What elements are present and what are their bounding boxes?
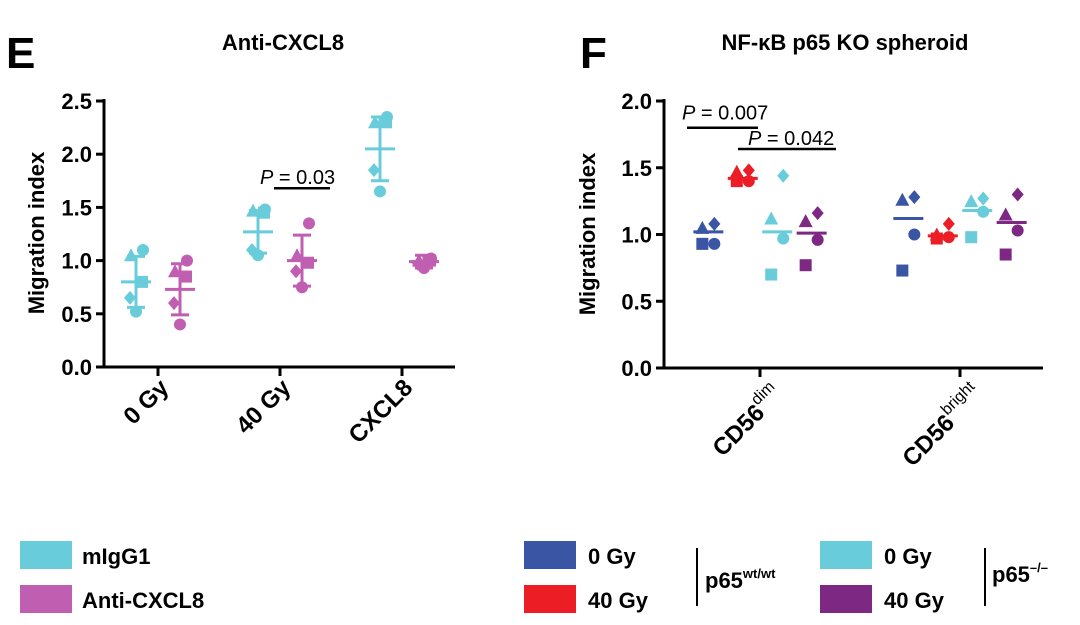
data-point	[708, 237, 721, 250]
panel-label-e: E	[6, 29, 35, 78]
data-point	[296, 281, 308, 294]
data-point	[998, 207, 1013, 221]
legend-e: mIgG1 Anti-CXCL8	[20, 541, 204, 613]
data-point	[302, 256, 314, 269]
legend-swatch	[820, 541, 872, 569]
data-point	[418, 262, 430, 275]
data-point	[765, 268, 778, 281]
data-point	[1011, 187, 1024, 202]
data-point	[742, 175, 755, 188]
data-point	[368, 115, 382, 129]
x-tick-label: CXCL8	[344, 374, 419, 449]
data-point	[811, 233, 824, 246]
data-point	[696, 237, 709, 250]
legend-label: 40 Gy	[588, 588, 649, 613]
data-point	[246, 203, 260, 217]
data-point	[764, 211, 779, 225]
data-point	[168, 264, 182, 278]
data-point	[730, 175, 743, 188]
data-point	[999, 248, 1012, 261]
legend-label: 0 Gy	[884, 544, 932, 569]
data-point	[964, 194, 979, 208]
x-tick-label: 40 Gy	[231, 374, 297, 440]
p-value-label: P = 0.03	[260, 167, 335, 189]
data-point	[729, 164, 744, 178]
data-point	[895, 192, 910, 206]
y-tick-label: 1.5	[61, 195, 92, 220]
data-point	[174, 318, 186, 331]
data-point	[977, 205, 990, 218]
data-point	[290, 248, 304, 262]
x-tick-label: 0 Gy	[118, 374, 174, 430]
data-point	[380, 116, 392, 129]
data-point	[180, 270, 192, 283]
data-point	[965, 231, 978, 244]
y-axis-label-e: Migration index	[24, 151, 49, 314]
plot-f: 0.0 0.5 1.0 1.5 2.0 CD56dim CD56bright P = 0.00…	[621, 89, 1043, 472]
legend-label: Anti-CXCL8	[82, 588, 204, 613]
data-point	[130, 305, 142, 318]
data-point	[695, 220, 710, 234]
y-tick-label: 0.5	[61, 302, 92, 327]
legend-label: 40 Gy	[884, 588, 945, 613]
data-point	[137, 243, 149, 256]
legend-swatch	[20, 585, 72, 613]
x-tick-label: CD56bright	[895, 378, 989, 472]
legend-label: mIgG1	[82, 544, 150, 569]
legend-swatch	[820, 585, 872, 613]
data-point	[908, 228, 921, 241]
legend-swatch	[524, 541, 576, 569]
data-point	[798, 214, 813, 228]
data-point	[290, 264, 302, 279]
data-point	[368, 163, 380, 178]
data-point	[708, 216, 721, 231]
chart-title-e: Anti-CXCL8	[222, 30, 344, 55]
data-point	[181, 254, 193, 267]
data-point	[168, 296, 180, 311]
y-tick-label: 2.0	[61, 142, 92, 167]
data-point	[811, 206, 824, 221]
data-point	[1011, 224, 1024, 237]
legend-swatch	[20, 541, 72, 569]
legend-group-label: p65–/–	[992, 560, 1048, 587]
data-point	[777, 232, 790, 245]
legend-f: 0 Gy 40 Gy p65wt/wt 0 Gy 40 Gy p65–/–	[524, 541, 1048, 613]
data-point	[252, 249, 264, 262]
data-point	[136, 275, 148, 288]
legend-swatch	[524, 585, 576, 613]
data-point	[777, 168, 790, 183]
panel-label-f: F	[580, 29, 607, 78]
data-point	[908, 190, 921, 205]
data-point	[124, 248, 138, 262]
data-point	[942, 216, 955, 231]
y-axis-label-f: Migration index	[575, 152, 600, 315]
data-point	[896, 264, 909, 277]
y-tick-label: 2.0	[621, 89, 652, 114]
plot-e: 0.0 0.5 1.0 1.5 2.0 2.5 0 Gy 40 Gy CXCL8 P = 0.03	[61, 89, 455, 449]
data-point	[977, 191, 990, 206]
legend-group-label: p65wt/wt	[705, 566, 776, 593]
y-tick-label: 1.5	[621, 156, 652, 181]
data-point	[799, 259, 812, 272]
y-tick-label: 0.0	[61, 355, 92, 380]
data-point	[942, 231, 955, 244]
y-tick-label: 0.5	[621, 289, 652, 314]
y-tick-label: 0.0	[621, 356, 652, 381]
y-tick-label: 1.0	[621, 223, 652, 248]
data-point	[124, 290, 136, 305]
data-point	[742, 163, 755, 178]
data-point	[930, 232, 943, 245]
chart-title-f: NF-κB p65 KO spheroid	[722, 30, 969, 55]
x-tick-label: CD56dim	[705, 378, 789, 462]
p-value-label: P = 0.042	[748, 128, 834, 150]
y-tick-label: 2.5	[61, 89, 92, 114]
legend-label: 0 Gy	[588, 544, 636, 569]
data-point	[374, 185, 386, 198]
data-point	[303, 217, 315, 230]
p-value-label: P = 0.007	[682, 103, 768, 125]
data-point	[258, 206, 270, 219]
y-tick-label: 1.0	[61, 249, 92, 274]
